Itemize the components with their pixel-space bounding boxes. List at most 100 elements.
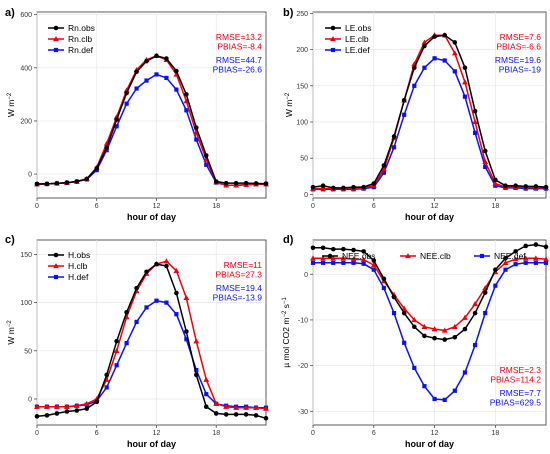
stat-annotation: PBIAS=629.5 (490, 398, 542, 408)
data-point (321, 260, 326, 265)
y-axis-title: W m−2 (284, 92, 294, 117)
data-point (371, 181, 377, 186)
y-tick-label: 150 (20, 252, 32, 259)
data-point (104, 148, 109, 153)
data-point (543, 256, 549, 262)
data-point (204, 162, 209, 167)
panel-tag: c) (5, 234, 15, 246)
data-point (233, 180, 239, 186)
data-point (44, 413, 50, 418)
data-point (532, 255, 539, 261)
data-point (340, 255, 347, 261)
data-point (84, 406, 90, 411)
legend-marker (53, 263, 59, 269)
data-point (431, 326, 438, 332)
data-point (194, 372, 199, 378)
data-point (412, 65, 417, 71)
legend-label: LE.def (345, 45, 370, 55)
data-point (310, 255, 316, 261)
x-tick-label: 0 (311, 203, 315, 210)
data-point (124, 90, 129, 96)
legend-label: Rn.clb (68, 34, 92, 44)
x-axis-title: hour of day (405, 439, 454, 449)
legend-item: NEE.def (474, 251, 526, 261)
panel-4: d) 0 6 12 18 0 -10 -20 -30 hour of day µ mol CO2 m… (281, 234, 549, 449)
data-point (263, 415, 269, 421)
data-point (213, 179, 219, 184)
data-point (412, 324, 417, 330)
data-point (164, 300, 169, 305)
legend-label: NEE.obs (342, 251, 376, 261)
legend-marker (53, 252, 59, 258)
x-tick-label: 6 (372, 203, 376, 210)
data-point (194, 137, 199, 142)
legend: NEE.obs NEE.clb NEE.def (322, 251, 526, 261)
data-point (184, 329, 189, 334)
y-tick-label: 0 (28, 396, 32, 403)
legend-marker (330, 36, 336, 42)
data-point (401, 310, 407, 316)
data-point (331, 260, 336, 265)
x-tick-label: 12 (153, 430, 161, 437)
stat-annotation: PBIAS=-19 (499, 65, 542, 75)
data-point (391, 294, 397, 300)
data-point (381, 163, 387, 168)
legend-item: Rn.def (48, 45, 94, 55)
data-point (174, 68, 179, 74)
data-point (381, 285, 387, 291)
data-point (124, 340, 129, 346)
stat-annotation: RMSE=19.4 (216, 283, 262, 293)
data-point (310, 184, 316, 190)
series-NEE.def (310, 260, 549, 402)
data-point (74, 408, 80, 413)
data-point (451, 50, 458, 56)
data-point (371, 258, 377, 263)
data-point (34, 414, 40, 419)
y-axis-title: W m−2 (6, 320, 16, 345)
data-point (74, 179, 80, 184)
legend-label: H.obs (68, 250, 90, 260)
data-point (412, 83, 417, 88)
stat-annotation: RMSE=2.3 (500, 365, 542, 375)
data-point (493, 267, 498, 272)
data-point (421, 323, 428, 329)
y-tick-label: 0 (304, 192, 308, 199)
stat-annotation: RMSE=11 (224, 260, 263, 270)
legend-item: H.def (48, 272, 89, 282)
data-point (351, 184, 356, 190)
legend-item: H.obs (48, 250, 90, 260)
data-point (341, 185, 346, 191)
data-point (543, 244, 549, 250)
y-axis-title: W m−2 (6, 92, 16, 117)
data-point (174, 290, 179, 296)
data-point (203, 153, 209, 158)
data-point (233, 412, 239, 417)
x-tick-label: 12 (431, 203, 439, 210)
data-point (184, 108, 189, 113)
data-point (203, 404, 209, 409)
x-tick-label: 18 (212, 203, 220, 210)
data-point (164, 75, 169, 80)
data-point (253, 181, 259, 186)
legend-marker (405, 253, 411, 259)
legend-label: NEE.clb (420, 251, 451, 261)
data-point (193, 338, 200, 344)
data-point (351, 260, 356, 265)
data-point (263, 405, 269, 411)
y-tick-label: 250 (296, 11, 308, 18)
x-tick-label: 0 (35, 203, 39, 210)
x-tick-label: 6 (95, 430, 99, 437)
data-point (533, 242, 539, 247)
data-point (154, 53, 159, 59)
data-point (263, 181, 269, 186)
data-point (243, 404, 249, 410)
data-point (243, 412, 249, 417)
data-point (114, 124, 119, 129)
data-point (442, 32, 447, 38)
stat-annotation: PBIAS=-13.9 (213, 293, 263, 303)
data-point (94, 165, 100, 171)
data-point (482, 158, 489, 164)
data-point (360, 256, 367, 262)
data-point (104, 385, 109, 390)
data-point (144, 269, 149, 275)
